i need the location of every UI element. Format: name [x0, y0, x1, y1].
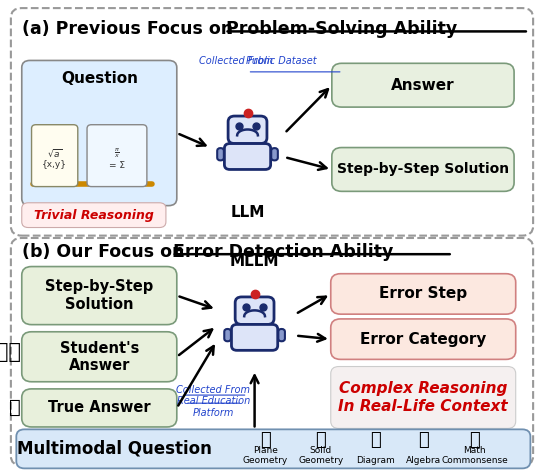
- FancyBboxPatch shape: [228, 116, 267, 144]
- FancyBboxPatch shape: [11, 8, 533, 236]
- FancyBboxPatch shape: [11, 238, 533, 466]
- Text: Multimodal Question: Multimodal Question: [17, 440, 212, 458]
- Text: 🔧: 🔧: [469, 431, 480, 449]
- FancyBboxPatch shape: [22, 203, 166, 228]
- FancyBboxPatch shape: [235, 297, 274, 325]
- Text: LLM: LLM: [230, 205, 265, 220]
- FancyBboxPatch shape: [224, 144, 271, 169]
- Text: Step-by-Step Solution: Step-by-Step Solution: [337, 162, 509, 177]
- Text: Error Detection Ability: Error Detection Ability: [173, 243, 393, 261]
- FancyBboxPatch shape: [217, 148, 224, 160]
- FancyBboxPatch shape: [22, 332, 177, 382]
- FancyBboxPatch shape: [331, 367, 516, 428]
- Text: Trivial Reasoning: Trivial Reasoning: [34, 208, 154, 222]
- FancyBboxPatch shape: [22, 267, 177, 325]
- FancyBboxPatch shape: [32, 125, 78, 187]
- Text: Answer: Answer: [391, 78, 455, 93]
- FancyBboxPatch shape: [332, 148, 514, 191]
- Text: Step-by-Step
Solution: Step-by-Step Solution: [45, 279, 153, 312]
- Text: 🗻: 🗻: [316, 431, 326, 449]
- Text: $\frac{\pi}{x}$
= Σ: $\frac{\pi}{x}$ = Σ: [109, 146, 125, 170]
- Text: Collected From: Collected From: [199, 56, 276, 66]
- Text: Solid
Geometry: Solid Geometry: [298, 446, 344, 465]
- Text: MLLM: MLLM: [230, 254, 279, 269]
- FancyBboxPatch shape: [331, 319, 516, 359]
- Text: 📐: 📐: [260, 431, 271, 449]
- Text: 🔵: 🔵: [370, 431, 381, 449]
- Text: Public Dataset: Public Dataset: [246, 56, 317, 66]
- Text: 📊: 📊: [418, 431, 429, 449]
- Text: Student's
Answer: Student's Answer: [60, 340, 139, 373]
- Text: (a) Previous Focus on: (a) Previous Focus on: [22, 20, 239, 38]
- Text: 🏆: 🏆: [9, 398, 21, 417]
- FancyBboxPatch shape: [16, 429, 530, 468]
- Text: Math
Commonsense: Math Commonsense: [442, 446, 508, 465]
- Text: Error Category: Error Category: [360, 332, 486, 347]
- Text: Plane
Geometry: Plane Geometry: [243, 446, 288, 465]
- Text: $\sqrt{a}$
{x,y}: $\sqrt{a}$ {x,y}: [42, 147, 67, 169]
- Text: 🧑‍💻: 🧑‍💻: [0, 342, 21, 362]
- Text: Complex Reasoning
In Real-Life Context: Complex Reasoning In Real-Life Context: [338, 381, 508, 414]
- FancyBboxPatch shape: [224, 329, 231, 341]
- Text: Error Step: Error Step: [379, 287, 467, 301]
- FancyBboxPatch shape: [87, 125, 147, 187]
- FancyBboxPatch shape: [271, 148, 278, 160]
- Text: (b) Our Focus on: (b) Our Focus on: [22, 243, 190, 261]
- Text: Question: Question: [61, 71, 138, 86]
- FancyBboxPatch shape: [22, 389, 177, 427]
- FancyBboxPatch shape: [332, 63, 514, 107]
- FancyBboxPatch shape: [22, 60, 177, 206]
- Text: Diagram: Diagram: [356, 456, 395, 465]
- Text: Algebra: Algebra: [406, 456, 441, 465]
- Text: Collected From
Real Education
Platform: Collected From Real Education Platform: [176, 385, 250, 418]
- FancyBboxPatch shape: [232, 325, 278, 350]
- Text: Problem-Solving Ability: Problem-Solving Ability: [226, 20, 457, 38]
- FancyBboxPatch shape: [279, 329, 285, 341]
- FancyBboxPatch shape: [331, 274, 516, 314]
- Text: True Answer: True Answer: [48, 400, 151, 416]
